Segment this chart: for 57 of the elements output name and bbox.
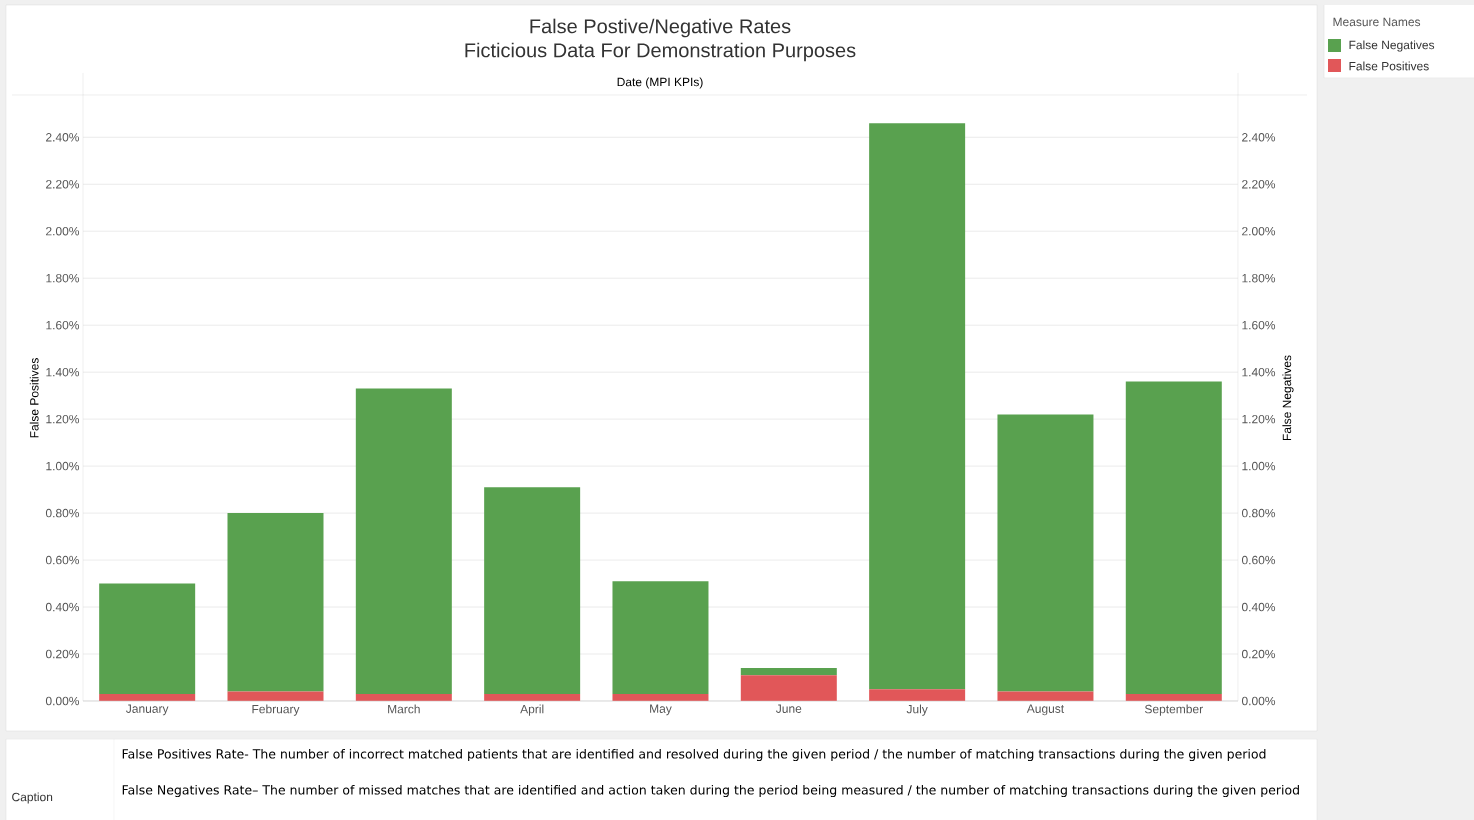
bar <box>869 689 966 701</box>
legend-label: False Negatives <box>1349 40 1435 52</box>
y2-tick-label: 0.20% <box>1241 649 1276 659</box>
y2-tick-label: 1.80% <box>1242 273 1276 283</box>
y-tick-label: 2.20% <box>46 180 80 189</box>
y2-tick-label: 1.00% <box>1242 461 1276 471</box>
y-tick-label: 0.80% <box>45 508 80 518</box>
bar <box>740 675 837 701</box>
x-tick-label: April <box>520 704 544 716</box>
bar <box>1125 381 1222 694</box>
bar <box>484 487 581 694</box>
text: Caption <box>12 792 53 804</box>
legend-title: Measure Names <box>1333 17 1421 27</box>
legend-label: False Positives <box>1349 61 1429 71</box>
x-tick-label: March <box>388 704 420 714</box>
y-tick-label: 0.60% <box>45 555 80 565</box>
bar <box>612 581 709 694</box>
bar <box>740 668 837 676</box>
chart-subtitle: Ficticious Data For Demonstration Purposes <box>465 42 856 62</box>
y2-tick-label: 2.20% <box>1242 180 1276 189</box>
y-tick-label: 1.00% <box>46 461 80 471</box>
y2-tick-label: 2.40% <box>1242 133 1276 142</box>
y-tick-label: 0.20% <box>45 649 80 659</box>
y2-tick-label: 1.40% <box>1242 367 1276 377</box>
bar <box>227 513 324 692</box>
y2-tick-label: 1.60% <box>1242 320 1276 330</box>
y2-tick-label: 2.00% <box>1242 226 1276 236</box>
y-tick-label: 0.40% <box>45 602 80 612</box>
y2-tick-label: 0.40% <box>1241 602 1276 612</box>
x-axis-title: Date (MPI KPIs) <box>617 77 703 89</box>
y2-tick-label: 0.80% <box>1241 508 1276 518</box>
y-tick-label: 1.40% <box>46 367 80 377</box>
x-tick-label: June <box>775 704 802 713</box>
bar <box>355 388 452 694</box>
bar <box>869 123 966 690</box>
y-tick-label: 1.20% <box>46 414 80 424</box>
bar <box>997 414 1094 692</box>
x-tick-label: May <box>650 704 672 716</box>
y-axis-title: False Positives <box>29 358 39 438</box>
y2-tick-label: 1.20% <box>1242 414 1276 424</box>
x-tick-label: January <box>126 704 169 716</box>
text: False Negatives Rate– The number of missed matches that are identified and action taken during the period being measured / the number of matching transactions during the given period <box>122 784 1299 798</box>
chart-title: False Postive/Negative Rates <box>530 18 791 38</box>
x-tick-label: August <box>1026 704 1065 716</box>
y2-axis-title: False Negatives <box>1282 355 1294 441</box>
x-tick-label: September <box>1144 704 1203 716</box>
y-tick-label: 1.80% <box>46 273 80 283</box>
x-tick-label: February <box>252 704 300 716</box>
y2-tick-label: 0.60% <box>1241 555 1276 565</box>
x-tick-label: July <box>906 704 928 716</box>
bar <box>99 583 196 694</box>
y-tick-label: 2.40% <box>46 133 80 142</box>
y-tick-label: 0.00% <box>45 696 80 706</box>
y-tick-label: 1.60% <box>46 320 80 330</box>
y-tick-label: 2.00% <box>46 226 80 236</box>
y2-tick-label: 0.00% <box>1241 696 1276 706</box>
text: False Positives Rate- The number of incorrect matched patients that are identified and resolved during the given period / the number of matching transactions during the given period <box>122 748 1266 762</box>
